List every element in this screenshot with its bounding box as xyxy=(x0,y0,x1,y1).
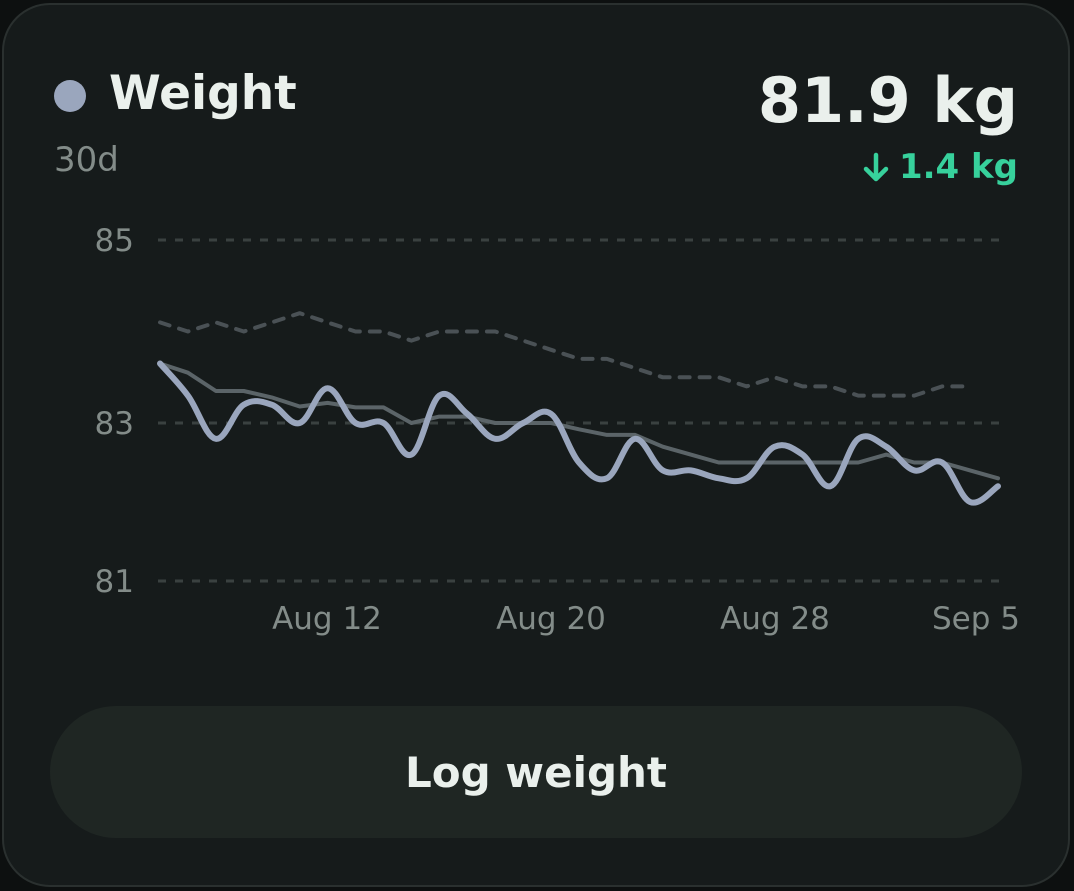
series-line-daily xyxy=(157,360,1001,506)
y-tick-label-81: 81 xyxy=(95,564,134,600)
x-tick-label-aug-12: Aug 12 xyxy=(272,601,382,637)
y-axis-ticks: 85 83 81 xyxy=(95,223,134,600)
arrow-down-icon xyxy=(863,152,889,182)
series-marker-dot xyxy=(54,80,86,112)
card-title: Weight xyxy=(109,66,297,121)
y-tick-label-83: 83 xyxy=(95,406,134,442)
log-weight-button[interactable]: Log weight xyxy=(50,706,1022,838)
x-axis-ticks: Aug 12 Aug 20 Aug 28 Sep 5 xyxy=(272,601,1020,637)
x-tick-label-sep-5: Sep 5 xyxy=(932,601,1020,637)
weight-change: 1.4 kg xyxy=(859,146,1018,188)
x-tick-label-aug-28: Aug 28 xyxy=(720,601,830,637)
chart-series xyxy=(157,311,1001,506)
series-line-trend xyxy=(158,361,1000,481)
x-tick-label-aug-20: Aug 20 xyxy=(496,601,606,637)
series-line-target xyxy=(158,311,973,398)
current-weight-value: 81.9 kg xyxy=(757,64,1018,137)
y-tick-label-85: 85 xyxy=(95,223,134,259)
period-label: 30d xyxy=(54,140,119,180)
weight-change-value: 1.4 kg xyxy=(898,147,1018,187)
